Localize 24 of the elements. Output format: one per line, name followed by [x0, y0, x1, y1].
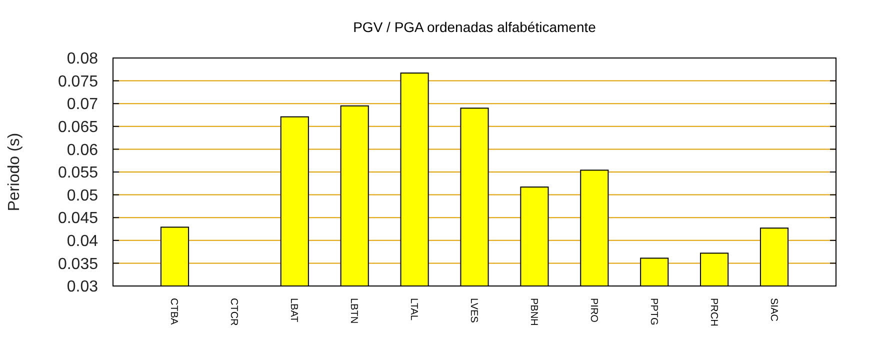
y-tick-label: 0.03: [66, 278, 98, 296]
x-tick-label: CTCR: [228, 298, 240, 326]
x-tick-label: PRCH: [708, 298, 719, 326]
x-tick-label: LTAL: [408, 298, 420, 321]
x-tick-label: SIAC: [768, 298, 779, 322]
x-tick-label: LVES: [468, 298, 479, 324]
y-tick-label: 0.075: [58, 73, 98, 90]
x-tick-label: LBTN: [348, 298, 360, 324]
y-tick-label: 0.065: [58, 119, 98, 136]
y-tick-label: 0.04: [66, 233, 98, 250]
y-tick-label: 0.08: [66, 50, 98, 68]
y-tick-label: 0.045: [58, 210, 98, 228]
x-tick-label: PBNH: [528, 298, 539, 326]
y-tick-label: 0.06: [66, 142, 98, 159]
y-tick-label: 0.055: [58, 164, 98, 182]
chart-title: PGV / PGA ordenadas alfabéticamente: [353, 19, 596, 35]
y-tick-label: 0.07: [66, 96, 98, 114]
x-tick-label: LBAT: [288, 298, 300, 322]
x-tick-label: PIRO: [588, 298, 599, 323]
y-tick-label: 0.05: [66, 187, 98, 204]
x-tick-label: PPTG: [648, 298, 659, 326]
x-tick-label: CTBA: [168, 298, 180, 325]
y-tick-label: 0.035: [58, 256, 98, 273]
y-axis-title: Periodo (s): [6, 132, 23, 212]
